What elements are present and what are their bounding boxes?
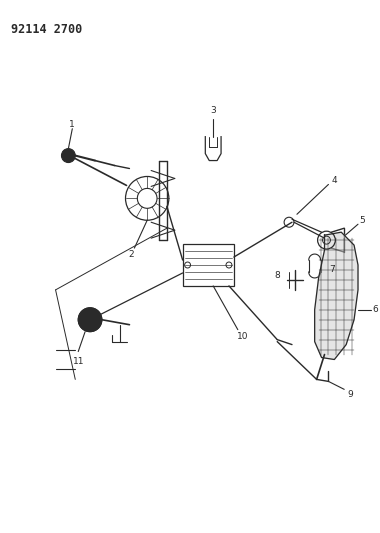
Text: 92114 2700: 92114 2700: [11, 23, 82, 36]
Text: 8: 8: [274, 271, 280, 280]
Text: 10: 10: [237, 332, 249, 341]
Circle shape: [62, 149, 75, 163]
Bar: [183, 244, 234, 286]
Text: 2: 2: [128, 249, 134, 259]
Text: 5: 5: [359, 216, 365, 225]
Text: 1: 1: [70, 120, 75, 129]
Text: 11: 11: [73, 357, 84, 366]
Text: 7: 7: [329, 265, 335, 274]
Text: 3: 3: [210, 106, 216, 115]
Text: 6: 6: [373, 305, 378, 314]
Polygon shape: [315, 232, 358, 360]
Text: 4: 4: [331, 176, 337, 185]
Text: 9: 9: [347, 390, 353, 399]
Circle shape: [78, 308, 102, 332]
